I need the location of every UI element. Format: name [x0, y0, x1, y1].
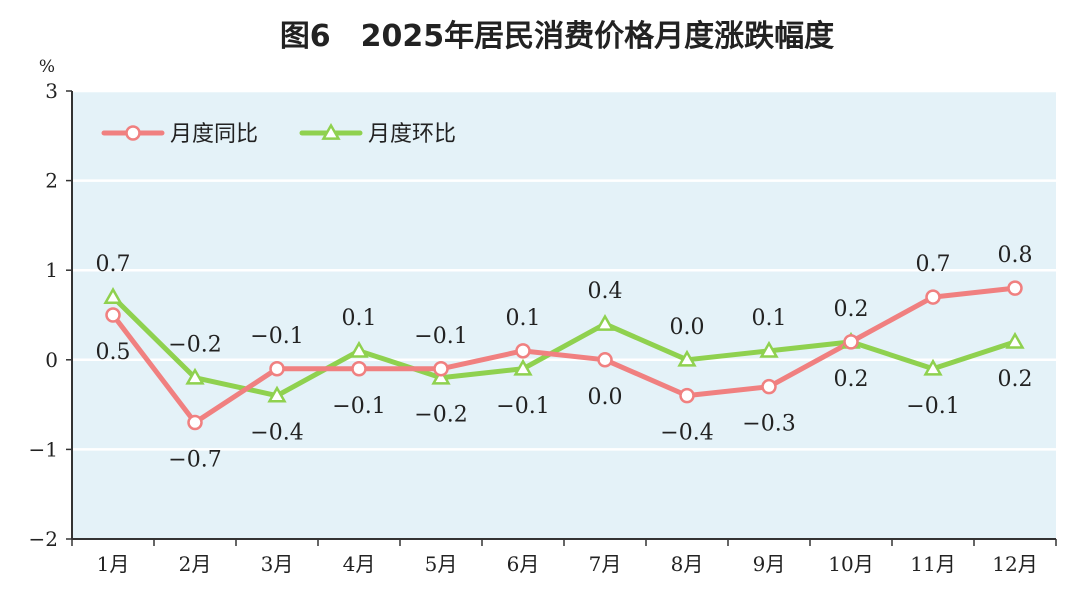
series-group [103, 280, 1025, 431]
point-marker-circle [351, 361, 367, 377]
point-marker-circle [597, 352, 613, 368]
point-marker-triangle [267, 385, 287, 403]
x-tick-label: 9月 [753, 552, 786, 576]
y-tick-label: 3 [45, 79, 58, 103]
x-tick-label: 10月 [828, 552, 873, 576]
data-label-mom: 0.7 [96, 252, 131, 277]
data-labels: 0.5 0.7 −0.7 −0.2 −0.1 −0.4 −0.1 0.1 −0.1 −0.2 0.1… [96, 243, 1033, 472]
y-tick-label: 0 [45, 348, 58, 372]
x-tick-label: 4月 [343, 552, 376, 576]
point-marker-circle [843, 334, 859, 350]
point-marker-circle [125, 125, 141, 141]
data-label-yoy: −0.1 [332, 394, 385, 419]
point-marker-circle [433, 361, 449, 377]
y-tick-label: 2 [45, 169, 58, 193]
data-label-yoy: −0.7 [168, 448, 221, 473]
point-marker-triangle [321, 122, 341, 140]
data-label-mom: 0.0 [670, 315, 705, 340]
legend-label: 月度同比 [170, 122, 258, 147]
data-label-mom: −0.1 [906, 394, 959, 419]
data-label-mom: 0.2 [998, 367, 1033, 392]
point-marker-triangle [595, 313, 615, 331]
data-label-yoy: 0.7 [916, 252, 951, 277]
point-marker-triangle [1005, 331, 1025, 349]
x-tick-label: 12月 [992, 552, 1037, 576]
legend: 月度同比 月度环比 [101, 122, 456, 147]
point-marker-triangle [677, 349, 697, 367]
series-line [110, 294, 1018, 399]
chart-title: 图6 2025年居民消费价格月度涨跌幅度 [280, 19, 834, 54]
axes: −2 −1 0 1 2 3 1月 2月 3月 4月 5月 6月 7月 8月 9月 10月 11月 12月 [29, 79, 1057, 576]
data-label-mom: −0.2 [414, 403, 467, 428]
x-tick-label: 2月 [179, 552, 212, 576]
point-marker-circle [105, 307, 121, 323]
data-label-mom: −0.4 [250, 421, 303, 446]
point-marker-triangle [431, 367, 451, 385]
data-label-yoy: 0.5 [96, 340, 131, 365]
point-marker-triangle [513, 358, 533, 376]
x-tick-label: 8月 [671, 552, 704, 576]
data-label-yoy: 0.0 [588, 385, 623, 410]
x-tick-label: 1月 [97, 552, 130, 576]
point-marker-circle [925, 289, 941, 305]
x-tick-label: 11月 [910, 552, 955, 576]
x-tick-label: 7月 [589, 552, 622, 576]
data-label-mom: 0.1 [752, 306, 787, 331]
data-label-yoy: 0.2 [834, 367, 869, 392]
point-marker-triangle [185, 367, 205, 385]
data-label-mom: −0.1 [496, 394, 549, 419]
point-marker-circle [515, 343, 531, 359]
point-marker-circle [187, 414, 203, 431]
point-marker-triangle [759, 340, 779, 358]
plot-area [72, 91, 1056, 539]
point-marker-triangle [103, 287, 123, 304]
point-marker-circle [269, 361, 285, 377]
x-tick-label: 6月 [507, 552, 540, 576]
y-tick-label: 1 [45, 258, 58, 282]
data-label-yoy: −0.1 [414, 324, 467, 349]
data-label-mom: 0.2 [834, 297, 869, 322]
data-label-yoy: −0.3 [742, 412, 795, 437]
x-tick-label: 5月 [425, 552, 458, 576]
y-axis-unit: % [39, 57, 55, 77]
point-marker-circle [761, 378, 777, 395]
point-marker-triangle [923, 358, 943, 376]
grid-lines [72, 89, 1056, 451]
point-marker-circle [679, 387, 695, 404]
data-label-mom: −0.2 [168, 333, 221, 358]
data-label-yoy: 0.1 [506, 306, 541, 331]
data-label-yoy: 0.8 [998, 243, 1033, 268]
x-tick-label: 3月 [261, 552, 294, 576]
data-label-mom: 0.4 [588, 279, 623, 304]
point-marker-circle [1007, 280, 1023, 296]
data-label-yoy: −0.4 [660, 421, 713, 446]
data-label-mom: 0.1 [342, 306, 377, 331]
legend-label: 月度环比 [368, 122, 456, 147]
series-line [110, 285, 1018, 426]
y-tick-label: −2 [29, 527, 58, 551]
point-marker-triangle [349, 340, 369, 358]
y-tick-label: −1 [29, 437, 58, 461]
data-label-yoy: −0.1 [250, 324, 303, 349]
